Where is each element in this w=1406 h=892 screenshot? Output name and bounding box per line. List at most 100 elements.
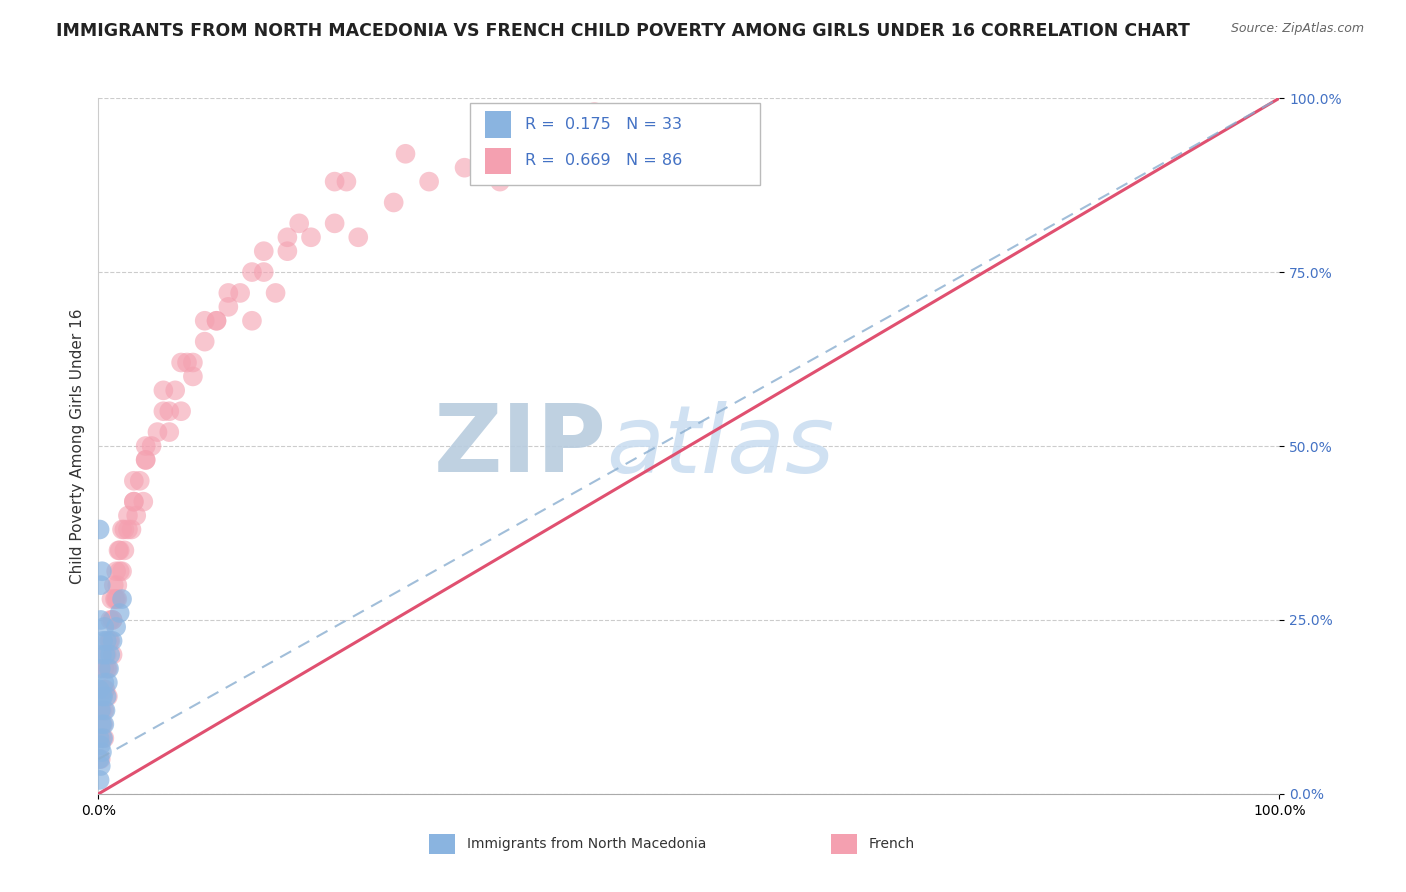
Point: [91, 633, 114, 648]
Point: [132, 494, 155, 508]
Point: [111, 592, 134, 607]
Point: [89, 682, 111, 697]
Point: [347, 230, 370, 244]
Text: Immigrants from North Macedonia: Immigrants from North Macedonia: [467, 837, 706, 851]
Point: [108, 564, 131, 578]
Point: [122, 494, 145, 508]
Y-axis label: Child Poverty Among Girls Under 16: Child Poverty Among Girls Under 16: [69, 309, 84, 583]
Bar: [831, 833, 856, 855]
Point: [181, 355, 204, 369]
Point: [112, 543, 135, 558]
Point: [205, 314, 228, 328]
Point: [91, 745, 114, 759]
Point: [194, 314, 217, 328]
Point: [105, 564, 128, 578]
Point: [105, 592, 128, 607]
Point: [93, 662, 115, 676]
Point: [146, 425, 169, 439]
Point: [89, 523, 111, 537]
Point: [93, 717, 115, 731]
Point: [418, 175, 440, 189]
Point: [122, 494, 145, 508]
Bar: [429, 833, 456, 855]
Point: [117, 508, 139, 523]
Point: [90, 613, 112, 627]
Point: [382, 195, 405, 210]
Point: [323, 175, 346, 189]
Bar: [485, 112, 510, 137]
Point: [117, 523, 139, 537]
Point: [96, 662, 118, 676]
Point: [90, 578, 112, 592]
Point: [108, 606, 131, 620]
Point: [217, 285, 239, 300]
Point: [91, 564, 114, 578]
Point: [253, 265, 276, 279]
Point: [94, 703, 117, 717]
Point: [101, 613, 124, 627]
Text: R =  0.175   N = 33: R = 0.175 N = 33: [524, 117, 682, 132]
Point: [157, 425, 180, 439]
Point: [264, 285, 287, 300]
Point: [89, 772, 111, 787]
Point: [240, 265, 263, 279]
Point: [125, 508, 148, 523]
FancyBboxPatch shape: [471, 103, 759, 186]
Point: [96, 690, 118, 704]
Point: [98, 633, 121, 648]
Text: Source: ZipAtlas.com: Source: ZipAtlas.com: [1230, 22, 1364, 36]
Point: [96, 633, 118, 648]
Point: [93, 620, 115, 634]
Point: [91, 703, 114, 717]
Point: [205, 314, 228, 328]
Point: [90, 703, 112, 717]
Point: [91, 690, 114, 704]
Text: French: French: [869, 837, 914, 851]
Point: [170, 355, 193, 369]
Point: [122, 474, 145, 488]
Point: [288, 216, 311, 230]
Point: [141, 439, 163, 453]
Point: [101, 648, 124, 662]
Point: [299, 230, 322, 244]
Point: [90, 738, 112, 752]
Point: [112, 523, 135, 537]
Point: [276, 244, 298, 259]
Point: [90, 752, 112, 766]
Point: [335, 175, 357, 189]
Point: [128, 474, 150, 488]
Point: [217, 300, 239, 314]
Point: [97, 675, 120, 690]
Point: [91, 731, 114, 746]
Point: [97, 690, 120, 704]
Point: [111, 564, 134, 578]
Point: [170, 404, 193, 418]
Text: IMMIGRANTS FROM NORTH MACEDONIA VS FRENCH CHILD POVERTY AMONG GIRLS UNDER 16 COR: IMMIGRANTS FROM NORTH MACEDONIA VS FRENC…: [56, 22, 1189, 40]
Point: [91, 717, 114, 731]
Point: [229, 285, 252, 300]
Point: [253, 244, 276, 259]
Point: [97, 662, 120, 676]
Point: [94, 682, 117, 697]
Text: R =  0.669   N = 86: R = 0.669 N = 86: [524, 153, 682, 169]
Text: atlas: atlas: [606, 401, 835, 491]
Point: [103, 578, 125, 592]
Point: [453, 161, 475, 175]
Point: [135, 453, 157, 467]
Point: [108, 543, 131, 558]
Point: [104, 592, 127, 607]
Point: [583, 105, 606, 120]
Point: [121, 523, 143, 537]
Point: [165, 384, 187, 398]
Point: [157, 404, 180, 418]
Point: [394, 146, 416, 161]
Point: [181, 369, 204, 384]
Point: [194, 334, 217, 349]
Point: [93, 682, 115, 697]
Point: [105, 578, 128, 592]
Point: [176, 355, 198, 369]
Point: [96, 648, 118, 662]
Point: [135, 439, 157, 453]
Point: [101, 613, 124, 627]
Point: [91, 717, 114, 731]
